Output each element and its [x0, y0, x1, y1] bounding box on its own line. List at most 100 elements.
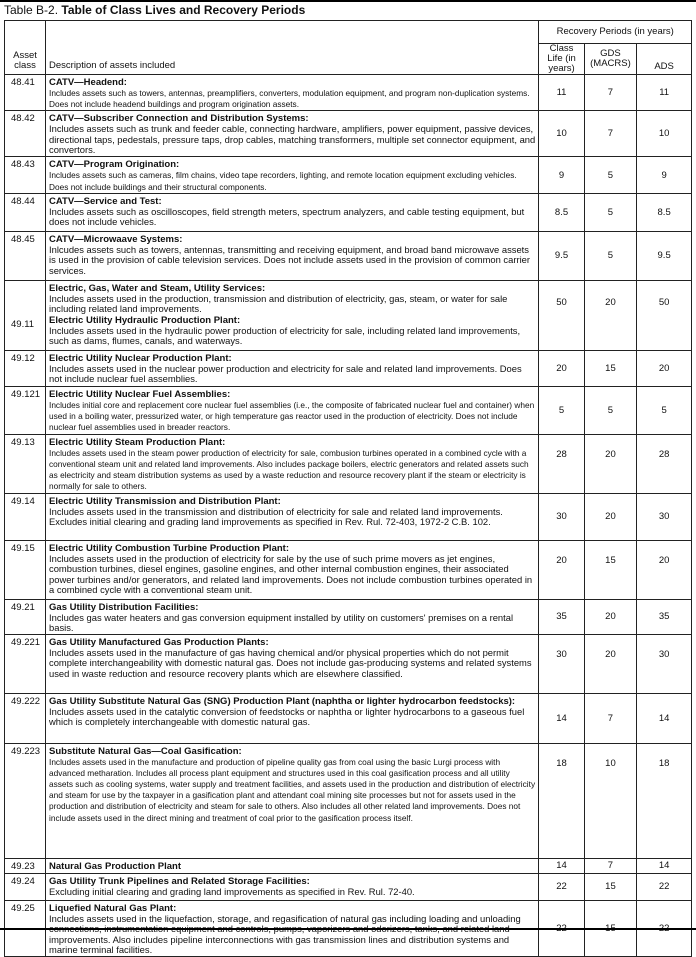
gds-cell: 7 [583, 110, 638, 158]
ads-cell: 22 [636, 872, 692, 901]
table-row: 49.221 Gas Utility Manufactured Gas Produ… [3, 633, 692, 694]
ads-cell: 28 [636, 433, 692, 494]
gds-cell: 7 [583, 857, 638, 874]
asset-heading: Gas Utility Manufactured Gas Production … [49, 636, 269, 648]
gds-cell: 7 [583, 73, 638, 112]
asset-description: Includes assets used in the hydraulic po… [49, 324, 521, 347]
asset-description: Includes assets used in the manufacture … [49, 646, 532, 679]
table-row: 49.13 Electric Utility Steam Production P… [3, 433, 692, 494]
class-life-cell: 20 [538, 539, 585, 600]
description-cell: CATV—Headend: Includes assets such as tow… [45, 73, 540, 112]
table-row: 49.223 Substitute Natural Gas—Coal Gasifi… [3, 742, 692, 859]
asset-description: Includes initial core and replacement co… [49, 399, 535, 433]
asset-description: Includes assets such as oscilloscopes, f… [49, 205, 525, 228]
asset-heading: Gas Utility Distribution Facilities: [49, 601, 199, 613]
class-life-cell: 8.5 [538, 192, 585, 232]
asset-description: Includes assets used in the steam power … [49, 447, 529, 492]
table-row: 48.42 CATV—Subscriber Connection and Dist… [3, 110, 692, 158]
ads-cell: 30 [636, 633, 692, 694]
asset-heading: Electric Utility Hydraulic Production Pl… [49, 314, 241, 326]
class-life-cell: 50 [538, 279, 585, 351]
ads-cell: 20 [636, 539, 692, 600]
table-row: 49.24 Gas Utility Trunk Pipelines and Rel… [3, 872, 692, 901]
table-row: 49.21 Gas Utility Distribution Facilities… [3, 598, 692, 635]
description-cell: Electric Utility Transmission and Distri… [45, 492, 540, 541]
class-life-cell: 28 [538, 433, 585, 494]
asset-description: Includes assets used in the nuclear powe… [49, 362, 522, 385]
asset-class-cell: 49.23 [3, 857, 47, 874]
asset-class-cell: 49.222 [3, 692, 47, 744]
description-cell: Gas Utility Substitute Natural Gas (SNG)… [45, 692, 540, 744]
asset-description: Includes assets used in the production, … [49, 292, 508, 315]
ads-cell: 9 [636, 156, 692, 194]
class-life-cell: 9 [538, 156, 585, 194]
table-row: 49.121 Electric Utility Nuclear Fuel Asse… [3, 385, 692, 435]
gds-cell: 15 [583, 349, 638, 387]
table-row: 48.45 CATV—Microwaave Systems: Inlcudes as… [3, 230, 692, 281]
asset-class-cell: 48.43 [3, 156, 47, 194]
description-cell: CATV—Subscriber Connection and Distribut… [45, 110, 540, 158]
ads-cell: 14 [636, 857, 692, 874]
asset-heading: Substitute Natural Gas—Coal Gasification… [49, 745, 242, 757]
asset-description: Inlcudes assets such as towers, antennas… [49, 243, 530, 276]
gds-cell: 20 [583, 492, 638, 541]
asset-class-cell: 49.12 [3, 349, 47, 387]
description-cell: Electric Utility Combustion Turbine Prod… [45, 539, 540, 600]
class-life-cell: 30 [538, 492, 585, 541]
gds-cell: 20 [583, 598, 638, 635]
asset-class-cell: 49.121 [3, 385, 47, 435]
asset-description: Includes assets such as cameras, film ch… [49, 170, 517, 192]
table-row: 49.23 Natural Gas Production Plant 14 7 14 [3, 857, 692, 874]
table-row: 48.43 CATV—Program Origination: Includes a… [3, 156, 692, 194]
asset-class-cell: 49.221 [3, 633, 47, 694]
table-row: 49.15 Electric Utility Combustion Turbine… [3, 539, 692, 600]
header-description: Description of assets included [45, 20, 540, 75]
description-cell: Electric Utility Nuclear Production Plan… [45, 349, 540, 387]
table-row: 48.41 CATV—Headend: Includes assets such a… [3, 73, 692, 112]
asset-class-cell: 49.21 [3, 598, 47, 635]
asset-class-cell: 48.42 [3, 110, 47, 158]
asset-class-cell: 49.223 [3, 742, 47, 859]
asset-class-cell: 48.44 [3, 192, 47, 232]
gds-cell: 5 [583, 192, 638, 232]
ads-cell: 35 [636, 598, 692, 635]
asset-class-cell: 49.13 [3, 433, 47, 494]
ads-cell: 11 [636, 73, 692, 112]
header-ads: ADS [636, 43, 692, 75]
table-row: 49.12 Electric Utility Nuclear Production… [3, 349, 692, 387]
asset-heading: Gas Utility Trunk Pipelines and Related … [49, 875, 310, 887]
table-row: 48.44 CATV—Service and Test: Includes asse… [3, 192, 692, 232]
table-row: 49.222 Gas Utility Substitute Natural Gas… [3, 692, 692, 744]
description-cell: CATV—Program Origination: Includes assets… [45, 156, 540, 194]
asset-class-cell: 49.24 [3, 872, 47, 901]
class-life-cell: 14 [538, 692, 585, 744]
asset-class-cell: 49.14 [3, 492, 47, 541]
asset-description: Includes assets such as trunk and feeder… [49, 123, 536, 156]
asset-heading: Gas Utility Substitute Natural Gas (SNG)… [49, 695, 516, 707]
asset-description: Includes gas water heaters and gas conve… [49, 611, 514, 634]
asset-description: Includes assets such as towers, antennas… [49, 88, 530, 110]
asset-description: Includes assets used in the catalytic co… [49, 705, 525, 728]
asset-heading: Liquefied Natural Gas Plant: [49, 902, 177, 914]
gds-cell: 10 [583, 742, 638, 859]
asset-class-cell: 48.41 [3, 73, 47, 112]
asset-description: Includes assets used in the manufacture … [49, 756, 536, 823]
asset-description: Includes assets used in the production o… [49, 552, 533, 596]
asset-class-cell: 49.11 [3, 279, 47, 351]
gds-cell: 5 [583, 156, 638, 194]
gds-cell: 20 [583, 279, 638, 351]
ads-cell: 8.5 [636, 192, 692, 232]
class-life-cell: 22 [538, 872, 585, 901]
description-cell: Natural Gas Production Plant [45, 857, 540, 874]
ads-cell: 50 [636, 279, 692, 351]
asset-heading: CATV—Microwaave Systems: [49, 233, 183, 245]
ads-cell: 30 [636, 492, 692, 541]
description-cell: Gas Utility Manufactured Gas Production … [45, 633, 540, 694]
table-title-text: Table of Class Lives and Recovery Period… [61, 3, 306, 17]
gds-cell: 15 [583, 539, 638, 600]
class-life-cell: 11 [538, 73, 585, 112]
table-number: Table B-2. [4, 3, 59, 17]
class-life-cell: 9.5 [538, 230, 585, 281]
ads-cell: 5 [636, 385, 692, 435]
class-life-cell: 14 [538, 857, 585, 874]
